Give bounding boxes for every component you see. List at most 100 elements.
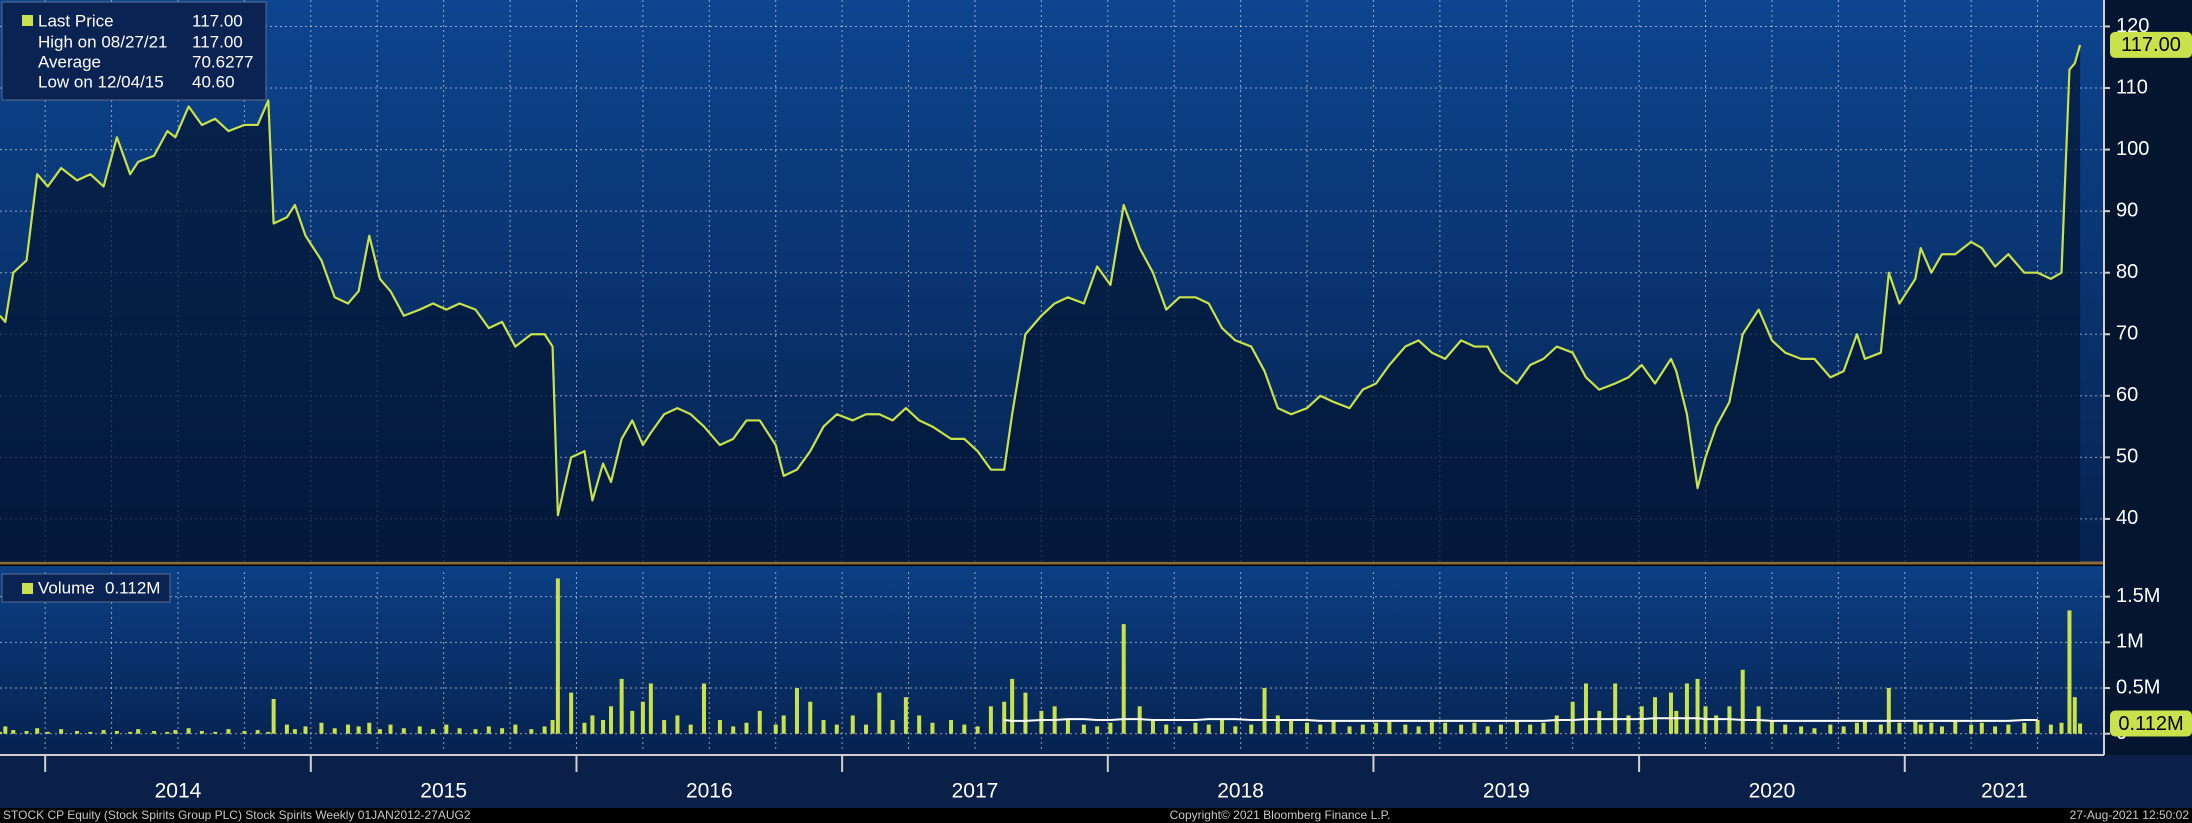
bar [486, 726, 491, 734]
bar [550, 720, 555, 734]
bar [271, 699, 276, 734]
bar [303, 726, 308, 734]
bar [1150, 720, 1155, 734]
bar [1220, 720, 1225, 734]
bar [569, 692, 574, 734]
bar [917, 715, 922, 734]
bar [24, 730, 29, 734]
legend-value: 0.112M [105, 578, 160, 597]
bar [186, 728, 191, 734]
bar [821, 720, 826, 734]
line [0, 44, 2082, 517]
legend-swatch [22, 15, 33, 26]
bar [1416, 726, 1421, 734]
legend-box [1, 1, 267, 101]
bar [2006, 724, 2011, 734]
bar [1929, 722, 1934, 734]
bar [688, 724, 693, 734]
bar [266, 731, 271, 734]
x-tick-label: 2016 [686, 780, 733, 803]
bar [165, 731, 170, 734]
x-tick-label: 2017 [952, 780, 999, 803]
bar [2022, 722, 2027, 734]
right-axis-band [2104, 0, 2192, 755]
bar [834, 724, 839, 734]
bar [555, 578, 560, 734]
bar [877, 692, 882, 734]
bar [949, 720, 954, 734]
bar [1528, 724, 1533, 734]
bar [45, 731, 50, 734]
bar [1541, 722, 1546, 734]
bar [2067, 610, 2072, 734]
bar [1799, 726, 1804, 734]
bar [1023, 692, 1028, 734]
bar [1121, 624, 1126, 734]
last-value-label: 117.00 [2121, 34, 2181, 56]
bar [1570, 701, 1575, 734]
volume-legend: Volume 0.112M [1, 573, 171, 603]
bar [136, 729, 141, 734]
bar [1828, 724, 1833, 734]
bar [781, 715, 786, 734]
bar [757, 710, 762, 734]
bar [88, 731, 93, 734]
bar [388, 724, 393, 734]
bar [675, 715, 680, 734]
bar [1193, 722, 1198, 734]
bar [1953, 720, 1958, 734]
bar [582, 722, 587, 734]
bar [1039, 710, 1044, 734]
legend-value: 117.00 [192, 11, 243, 30]
bar [356, 726, 361, 734]
bar [1668, 692, 1673, 734]
bar [377, 729, 382, 734]
bar [850, 715, 855, 734]
x-tick-label: 2018 [1217, 780, 1264, 803]
bar [3, 726, 8, 734]
bar [1554, 715, 1559, 734]
bar [1841, 726, 1846, 734]
bar [242, 730, 247, 734]
bar [1065, 720, 1070, 734]
bar [717, 720, 722, 734]
bar [609, 706, 614, 734]
x-tick-label: 2015 [420, 780, 467, 803]
price-legend: Last Price 117.00 High on 08/27/21 117.0… [1, 1, 267, 101]
bar [213, 731, 218, 734]
bar [542, 726, 547, 734]
bar [11, 730, 16, 734]
volume-panel [0, 566, 2104, 755]
bar [1472, 722, 1477, 734]
bar [1626, 715, 1631, 734]
y-tick-label: 110 [2116, 76, 2148, 98]
bar [731, 726, 736, 734]
footer-right: 27-Aug-2021 12:50:02 [2070, 808, 2190, 822]
y-tick-label: 80 [2116, 261, 2138, 283]
legend-value: 40.60 [192, 72, 235, 91]
bar [1387, 720, 1392, 734]
bar [114, 730, 119, 734]
bar [319, 722, 324, 734]
bar [2059, 722, 2064, 734]
bar [1262, 688, 1267, 734]
bar [2035, 720, 2040, 734]
last-value-tag [2110, 31, 2192, 58]
bar [101, 730, 106, 734]
bar [1305, 722, 1310, 734]
bar [648, 683, 653, 734]
bar [2072, 697, 2077, 734]
bar [473, 729, 478, 734]
bar [75, 730, 80, 734]
bar [619, 678, 624, 734]
date-axis-band [0, 755, 2192, 808]
bar [975, 726, 980, 734]
footer-left: STOCK CP Equity (Stock Spirits Group PLC… [3, 808, 471, 822]
bar [0, 731, 2, 734]
y-tick-label: 90 [2116, 199, 2138, 221]
bar [1002, 701, 1007, 734]
bar [1010, 678, 1015, 734]
bar [255, 730, 260, 734]
bar [890, 720, 895, 734]
bar [701, 683, 706, 734]
